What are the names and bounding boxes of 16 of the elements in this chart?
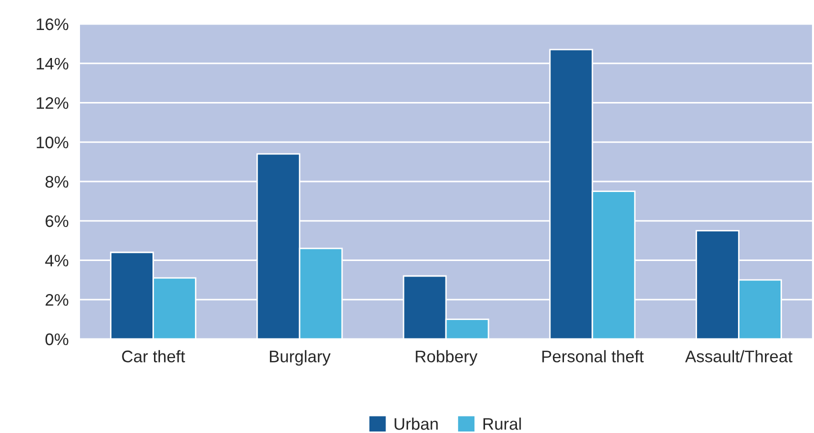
y-tick-label: 6% [46, 215, 68, 228]
y-tick-label: 10% [36, 136, 68, 148]
y-tick-label: 16% [36, 18, 68, 30]
legend-label: Urban [394, 418, 438, 430]
y-tick-label: 14% [36, 58, 68, 70]
x-tick-label: Assault/Threat [685, 350, 792, 362]
y-tick-label: 0% [45, 333, 68, 346]
y-tick-label: 8% [46, 176, 68, 188]
y-tick-label: 12% [36, 97, 68, 109]
x-tick-label: Burglary [270, 350, 331, 366]
y-tick-label: 2% [46, 294, 68, 306]
x-tick-label: Personal theft [542, 350, 644, 362]
y-tick-label: 4% [45, 254, 68, 266]
x-tick-label: Robbery [416, 350, 478, 366]
x-tick-label: Car theft [122, 350, 186, 362]
legend-label: Rural [483, 418, 521, 430]
